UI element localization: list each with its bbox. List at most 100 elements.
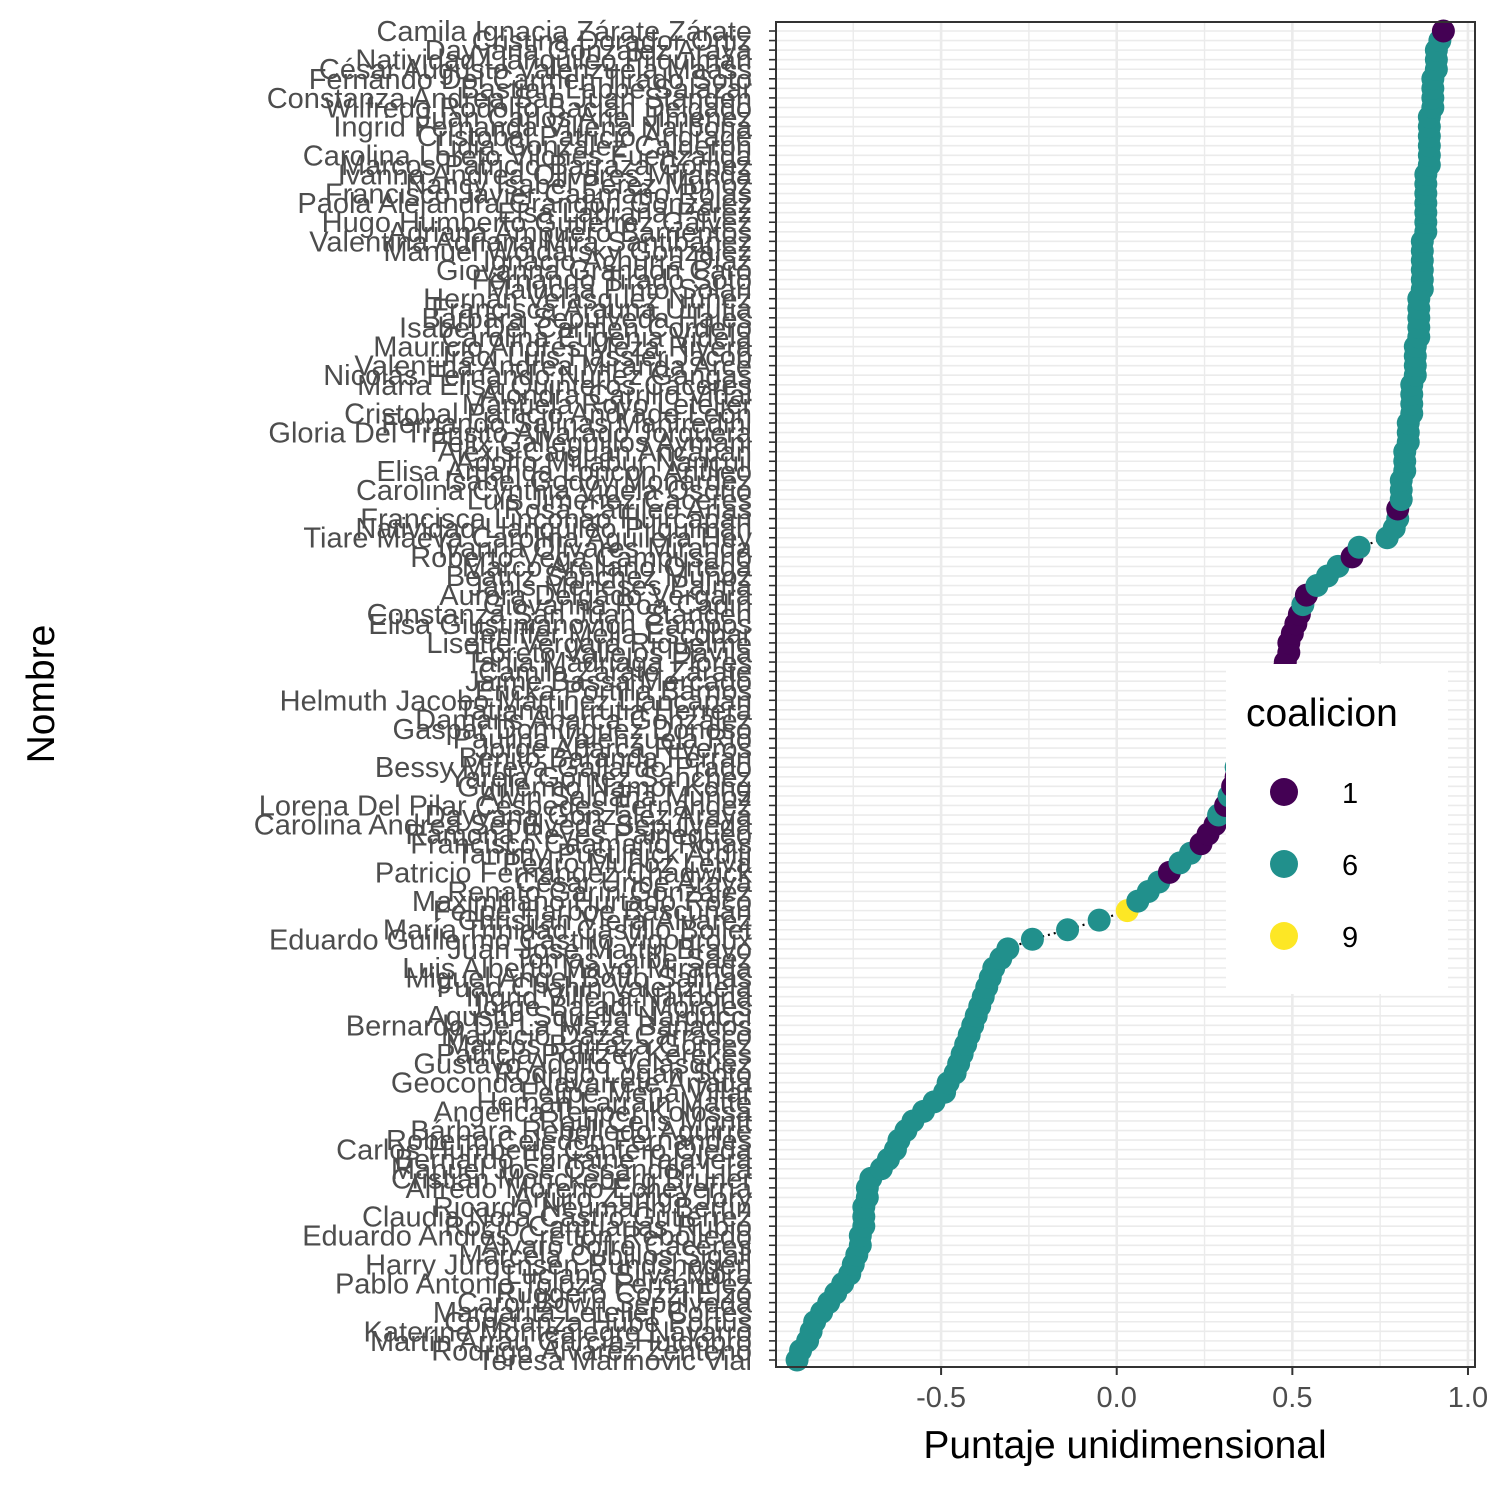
y-tick-label: Rocío Cantuarias Rubio (444, 1211, 752, 1243)
y-tick-label: Lisette Vergara Riquelme (426, 628, 752, 660)
y-tick-label: Ingrid Fernanda Villena Narbona (333, 112, 753, 144)
y-tick-label: Geoconda Navarrete Arratia (391, 1068, 753, 1100)
y-tick-label: Felipe Mena Villar (520, 1077, 752, 1109)
y-tick-label: Alfredo Moreno Echeverría (405, 1173, 752, 1205)
y-tick-label: Fuad Chahin Valenzuela (437, 972, 753, 1004)
y-tick-label: Roberto Vega Campusano (410, 542, 752, 574)
y-tick-label: Constanza San Juan Standen (367, 599, 752, 631)
y-tick-label: Irací Luis Hassler Jacob (443, 341, 752, 373)
y-tick-label: Ignacio Achurra Díaz (483, 245, 752, 277)
y-tick-label: Juan José Martin Bravo (447, 934, 752, 966)
x-axis-title: Puntaje unidimensional (923, 1424, 1326, 1467)
y-tick-label: Isabel Godoy Monárdez (444, 465, 752, 497)
y-tick-label: Luis Jiménez Cáceres (467, 484, 752, 516)
y-tick-label: Paulina Valenzuela Río (453, 724, 752, 756)
y-tick-label: Margarita Letelier Cortés (433, 1297, 752, 1329)
y-tick-label: Alexis Caiguan Ancapan (438, 437, 752, 469)
y-tick-label: Dayyana González Araya (425, 35, 753, 67)
y-tick-label: Arturo Zúñiga Jory (513, 1182, 752, 1214)
y-tick-label: Alondra Carrillo Vidal (480, 379, 752, 411)
y-tick-label: Alvaro Jofré Cáceres (481, 1230, 752, 1262)
y-tick-label: Maximiliano Hurtado Roco (412, 886, 752, 918)
legend-key-1 (1270, 778, 1298, 806)
x-tick-label: 1.0 (1448, 1382, 1488, 1414)
y-tick-label: Patricia Politzer Kerekes (436, 1039, 752, 1071)
y-tick-label: Isabel Del Carmen Cordero (399, 312, 752, 344)
legend-key-9 (1270, 922, 1298, 950)
y-tick-label: Eduardo Guillermo Castillo Vigouroux (269, 924, 753, 956)
y-tick-label: Katerine Montealegre Navarro (364, 1316, 752, 1348)
y-tick-label: Aurora Delgado Vergara (439, 580, 753, 612)
y-tick-label: Raúl Celis Montt (539, 1106, 752, 1138)
y-tick-label: Cristobal Patricio Andrade (417, 121, 752, 153)
y-tick-label: Nicolás Fernando Núñez Gangas (323, 360, 752, 392)
y-tick-label: Wilfredo Rodolfo Bacián Delgado (325, 92, 752, 124)
y-tick-label: Martín Arrau García-Huidobro (370, 1326, 752, 1358)
data-point (1347, 535, 1371, 559)
y-tick-label: Carolina Loreto Vilches Fuenzalida (303, 140, 753, 172)
plot-border (775, 21, 1476, 1368)
y-tick-label: Teresa Marinovic Vial (477, 1345, 752, 1377)
y-tick-label: Fernando Tirado Soto (471, 265, 752, 297)
legend-background (1226, 664, 1448, 994)
y-tick-label: Eduardo Andrés Cretton Rebolledo (302, 1221, 752, 1253)
y-tick-label: Alvin Saldaña Muñoz (480, 781, 752, 813)
y-tick-label: Hernán Larraín Matte (476, 1087, 752, 1119)
y-tick-label: Ericka Portilla Barrios (475, 676, 752, 708)
y-tick-label: Angélica Tepper Kolossa (433, 1096, 753, 1128)
y-tick-label: Gloria Del Transito Alvarado Jorquera (268, 418, 752, 450)
y-tick-label: Carolina Eugenia Videla (441, 322, 753, 354)
y-tick-label: Bernardo Fontaine Talavera (395, 1144, 753, 1176)
y-tick-label: Mauricio Daza Carrasco (441, 1020, 752, 1052)
y-tick-label: Jaime Bassa Mercado (465, 666, 752, 698)
y-tick-label: Camila Zárate Zárate (478, 657, 752, 689)
y-tick-label: Roberto Celedón Fernandes (386, 1125, 752, 1157)
y-tick-label: Jorge Baradit Morales (468, 991, 752, 1023)
y-tick-label: Gustavo Adolfo Velásquez (413, 1049, 752, 1081)
y-tick-label: Beatriz Sánchez Muñoz (446, 561, 752, 593)
y-tick-label: Agustín Squella Narducci (426, 1001, 752, 1033)
y-tick-label: César Uribe Araya (515, 867, 753, 899)
y-tick-label: Elisa Amanda Loncon Antileo (376, 456, 752, 488)
legend: coalicion 1 6 9 (1226, 664, 1448, 994)
y-tick-label: Malucha Pinto Solari (486, 274, 752, 306)
y-tick-label: Manuel Woldarsky González (383, 236, 752, 268)
y-tick-label: Manuel José Ossandón Lira (391, 1154, 753, 1186)
y-tick-label: Tammy Pustilnick Arditi (455, 838, 752, 870)
y-tick-label: Ivanna Andrea Olivares Miranda (338, 159, 753, 191)
y-tick-label: Elsa Labraña Pérez (497, 198, 752, 230)
y-tick-label: Natividad Llanquileo Pilquimán (355, 45, 752, 77)
y-tick-label: Bárbara Rebolledo Aguirre (410, 1116, 752, 1148)
y-tick-label: Ivanna Olivares Miranda (438, 532, 753, 564)
y-tick-label: Elisa Giustinianovich Campos (368, 609, 752, 641)
y-tick-label: Ruggero Cozzi Elzo (496, 1278, 752, 1310)
y-tick-label: Claudia Nora Castro Gutiérrez (362, 1202, 752, 1234)
data-point (1020, 927, 1044, 951)
y-tick-label: Fernando Del Carmen Tirado Soto (309, 64, 752, 96)
y-tick-label: Nancy Isabel Pérez Muñoz (405, 169, 752, 201)
grid-lines (776, 22, 1475, 1367)
x-tick-label: -0.5 (916, 1382, 966, 1414)
y-tick-label: Renato Garín González (447, 877, 752, 909)
y-tick-label: Juan Carlos Ariel Jiménez (417, 102, 752, 134)
y-tick-label: Carolina Andrea Sepúlveda Sepúlveda (254, 810, 753, 842)
y-tick-label: María Trinidad Castillo Boilet (383, 915, 752, 947)
y-tick-label: Hernán Velásquez Núñez (423, 284, 752, 316)
legend-key-6 (1270, 850, 1298, 878)
y-tick-label: Miguel Ángel Botto Salinas (405, 962, 752, 995)
y-tick-label: Bastián Labbé Salazar (460, 73, 752, 105)
y-tick-label: Marcos Patricio Barraza Gómez (341, 150, 752, 182)
y-tick-label: Paola Alejandra Grandón González (297, 188, 752, 220)
y-tick-label: Constanza Hube Portus (444, 1307, 752, 1339)
y-tick-label: Gaspar Domínguez Donoso (393, 714, 752, 746)
y-tick-label: Rodrigo Álvarez Zenteno (431, 1334, 752, 1367)
y-tick-label: Tomás Laibe Sáez (513, 943, 752, 975)
y-tick-label: Natividad Llanquileo Pilquimán (355, 513, 752, 545)
y-tick-label: Pablo Antonio Toloza Fernández (335, 1269, 752, 1301)
y-tick-label: Marco Arellano Ortega (462, 551, 753, 583)
legend-title: coalicion (1246, 692, 1398, 735)
y-tick-label: Adolfo Millabur Ñancuil (455, 444, 752, 478)
y-tick-label: Hugo Humberto Gutiérrez Gálvez (322, 207, 752, 239)
y-tick-label: Bernardo De La Maza Bañados (346, 1010, 752, 1042)
